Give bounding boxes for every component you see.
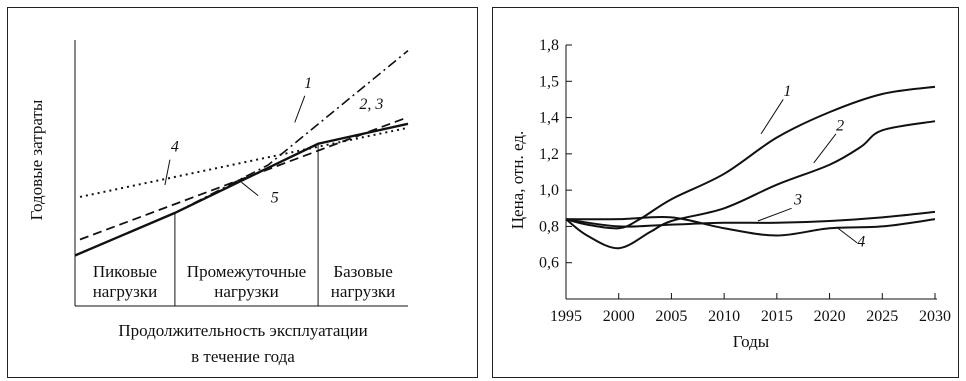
x-tick-label: 2005 [655, 308, 687, 325]
curve-label: 2 [836, 117, 844, 134]
x-tick-label: 2020 [814, 308, 846, 325]
leader-line [813, 133, 837, 164]
right-x-axis-label: Годы [733, 332, 770, 351]
left-y-axis-label: Годовые затраты [27, 99, 46, 220]
right-y-ticks: 0,6 0,8 1,0 1,2 1,4 1,5 1,8 [539, 37, 572, 272]
series-curve-4 [565, 215, 936, 237]
zone-label: Базовые [333, 262, 392, 281]
curve-label: 4 [171, 139, 179, 156]
series-curve-3 [565, 210, 936, 228]
right-panel-frame [492, 7, 959, 378]
leader-line [757, 207, 792, 222]
leader-line [164, 159, 171, 186]
right-x-ticks: 1995 2000 2005 2010 2015 2020 2025 2030 [550, 293, 951, 325]
x-tick-label: 1995 [550, 308, 582, 325]
left-x-axis-label-line2: в течение года [191, 347, 295, 366]
leader-line [294, 95, 306, 123]
x-tick-label: 2010 [708, 308, 740, 325]
curve-label: 3 [793, 192, 802, 209]
series-curve-2 [565, 120, 936, 250]
y-tick-label: 1,5 [539, 73, 559, 90]
zone-label: Пиковые [93, 262, 157, 281]
leader-line [241, 181, 259, 197]
zone-label: нагрузки [331, 282, 395, 301]
x-tick-label: 2000 [603, 308, 635, 325]
left-x-axis-label-line1: Продолжительность эксплуатации [118, 321, 367, 340]
leader-line [760, 99, 784, 135]
series-line-5 [74, 122, 409, 257]
left-series-lines [74, 50, 409, 257]
x-tick-label: 2030 [919, 308, 951, 325]
x-tick-label: 2015 [761, 308, 793, 325]
left-zone-dividers [174, 143, 319, 306]
curve-label: 5 [271, 189, 279, 206]
left-chart: Годовые затраты 12, 345 ПиковыенагрузкиП… [7, 7, 478, 378]
curve-label: 1 [304, 75, 312, 92]
zone-label: Промежуточные [187, 262, 306, 281]
right-chart: Цена, отн. ед. 0,6 0,8 1,0 1,2 1,4 1,5 1,8 199… [492, 7, 959, 378]
x-tick-label: 2025 [866, 308, 898, 325]
y-tick-label: 0,6 [539, 255, 559, 272]
right-curve-labels: 1 2 3 4 [757, 83, 865, 250]
y-tick-label: 1,4 [539, 110, 559, 127]
right-series-lines [565, 85, 936, 250]
y-tick-label: 0,8 [539, 218, 559, 235]
curve-label: 4 [857, 233, 865, 250]
zone-label: нагрузки [93, 282, 157, 301]
left-curve-labels: 1 2, 3 4 5 [164, 75, 383, 206]
curve-label: 1 [783, 83, 791, 100]
zone-label: нагрузки [214, 282, 278, 301]
y-tick-label: 1,8 [539, 37, 559, 54]
leader-line [837, 227, 858, 244]
series-line-4 [79, 126, 409, 198]
right-y-axis-label: Цена, отн. ед. [508, 131, 527, 230]
curve-label: 2, 3 [359, 96, 383, 113]
y-tick-label: 1,0 [539, 182, 559, 199]
series-curve-1 [565, 85, 936, 230]
left-zone-labels: ПиковыенагрузкиПромежуточныенагрузкиБазо… [93, 262, 396, 301]
y-tick-label: 1,2 [539, 146, 559, 163]
left-panel-frame [7, 7, 478, 378]
